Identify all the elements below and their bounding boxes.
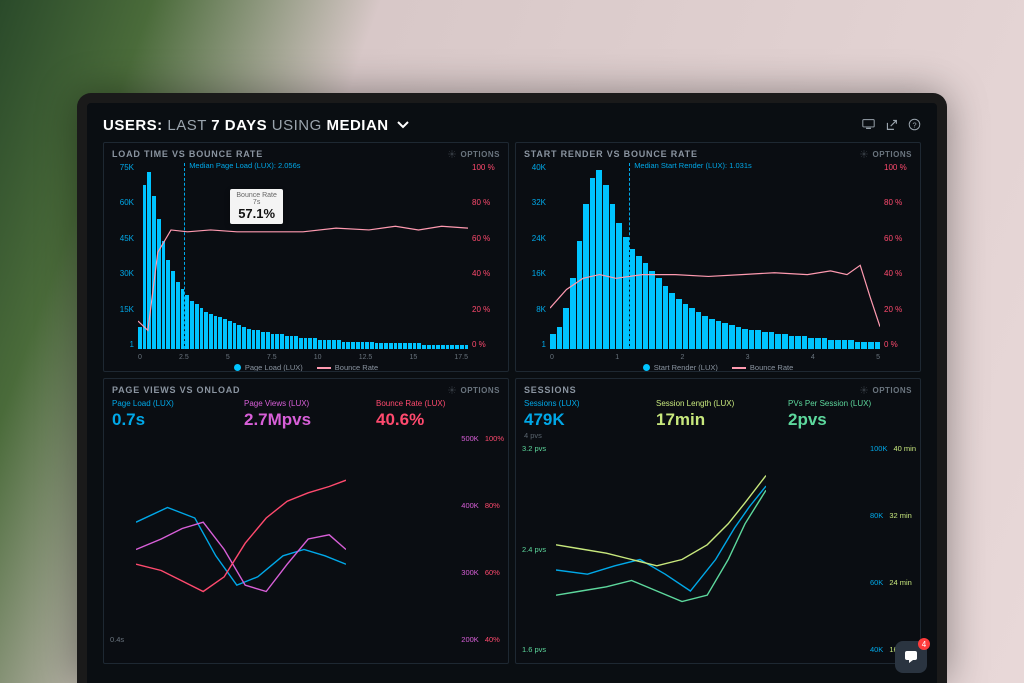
svg-text:?: ?: [912, 120, 916, 129]
dashboard-screen: USERS: LAST 7 DAYS USING MEDIAN ? LOAD T…: [77, 93, 947, 683]
panel-page-views-vs-onload: PAGE VIEWS VS ONLOAD OPTIONS Page Load (…: [103, 378, 509, 664]
mini-chart: 0.4s 500K100%400K80%300K60%200K40%: [112, 434, 500, 644]
line-series: [550, 163, 880, 349]
line-series: [556, 444, 766, 654]
title-bold2: MEDIAN: [326, 117, 388, 134]
gear-icon: [860, 150, 868, 158]
panel-load-time-vs-bounce-rate: LOAD TIME VS BOUNCE RATE OPTIONS 75K60K4…: [103, 142, 509, 372]
mini-chart: 3.2 pvs2.4 pvs1.6 pvs 100K40 min80K32 mi…: [524, 444, 912, 654]
right-axis: 100K40 min80K32 min60K24 min40K16 min: [870, 444, 916, 654]
title-prefix: USERS:: [103, 117, 163, 134]
title-mid1: LAST: [167, 117, 206, 134]
line-series: [136, 434, 346, 644]
y-axis-left: 75K60K45K30K15K1: [112, 163, 134, 349]
left-axis: 0.4s: [110, 434, 124, 644]
panel-title: SESSIONS: [524, 385, 576, 395]
y-axis-right: 100 %80 %60 %40 %20 %0 %: [884, 163, 912, 349]
line-series: [138, 163, 468, 349]
panel-title: LOAD TIME VS BOUNCE RATE: [112, 149, 263, 159]
gear-icon: [448, 150, 456, 158]
title-bold1: 7 DAYS: [211, 117, 267, 134]
left-axis: 3.2 pvs2.4 pvs1.6 pvs: [522, 444, 546, 654]
plot-area: Median Start Render (LUX): 1.031s: [550, 163, 880, 349]
metrics-row: Page Load (LUX)0.7sPage Views (LUX)2.7Mp…: [112, 399, 500, 430]
y-axis-right: 100 %80 %60 %40 %20 %0 %: [472, 163, 500, 349]
panel-title: START RENDER VS BOUNCE RATE: [524, 149, 698, 159]
gear-icon: [860, 386, 868, 394]
panel-title: PAGE VIEWS VS ONLOAD: [112, 385, 240, 395]
panel-start-render-vs-bounce-rate: START RENDER VS BOUNCE RATE OPTIONS 40K3…: [515, 142, 921, 372]
y-axis-left: 40K32K24K16K8K1: [524, 163, 546, 349]
options-button[interactable]: OPTIONS: [860, 386, 912, 395]
help-icon[interactable]: ?: [908, 118, 921, 134]
options-button[interactable]: OPTIONS: [448, 386, 500, 395]
panel-sessions: SESSIONS OPTIONS Sessions (LUX)479K4 pvs…: [515, 378, 921, 664]
chart-area: 40K32K24K16K8K1 100 %80 %60 %40 %20 %0 %…: [524, 163, 912, 349]
plot-area: Median Page Load (LUX): 2.056s Bounce Ra…: [138, 163, 468, 349]
chart-legend: Start Render (LUX) Bounce Rate: [524, 363, 912, 372]
options-button[interactable]: OPTIONS: [860, 150, 912, 159]
options-button[interactable]: OPTIONS: [448, 150, 500, 159]
chevron-down-icon[interactable]: [397, 117, 409, 134]
chat-widget[interactable]: [895, 641, 927, 673]
x-axis: 02.557.51012.51517.5: [138, 354, 468, 361]
screen-icon[interactable]: [862, 118, 875, 134]
page-title[interactable]: USERS: LAST 7 DAYS USING MEDIAN: [103, 117, 409, 134]
x-axis: 012345: [550, 354, 880, 361]
chat-icon: [903, 649, 919, 665]
chart-tooltip: Bounce Rate 7s 57.1%: [230, 189, 282, 224]
share-icon[interactable]: [885, 118, 898, 134]
right-axis: 500K100%400K80%300K60%200K40%: [461, 434, 504, 644]
gear-icon: [448, 386, 456, 394]
chart-area: 75K60K45K30K15K1 100 %80 %60 %40 %20 %0 …: [112, 163, 500, 349]
metrics-row: Sessions (LUX)479K4 pvsSession Length (L…: [524, 399, 912, 440]
title-mid2: USING: [272, 117, 322, 134]
chart-legend: Page Load (LUX) Bounce Rate: [112, 363, 500, 372]
header-bar: USERS: LAST 7 DAYS USING MEDIAN ?: [103, 117, 921, 134]
